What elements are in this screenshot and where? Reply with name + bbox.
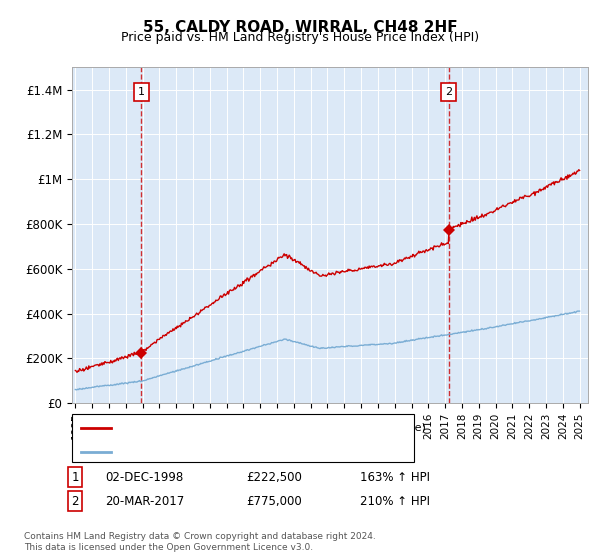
Text: 1: 1 — [138, 87, 145, 97]
Text: 1: 1 — [71, 470, 79, 484]
Text: £775,000: £775,000 — [246, 494, 302, 508]
Text: 20-MAR-2017: 20-MAR-2017 — [105, 494, 184, 508]
Text: 210% ↑ HPI: 210% ↑ HPI — [360, 494, 430, 508]
Text: Price paid vs. HM Land Registry's House Price Index (HPI): Price paid vs. HM Land Registry's House … — [121, 31, 479, 44]
Text: £222,500: £222,500 — [246, 470, 302, 484]
Text: 2: 2 — [71, 494, 79, 508]
Text: Contains HM Land Registry data © Crown copyright and database right 2024.
This d: Contains HM Land Registry data © Crown c… — [24, 532, 376, 552]
Text: 2: 2 — [445, 87, 452, 97]
Text: 02-DEC-1998: 02-DEC-1998 — [105, 470, 183, 484]
Text: 163% ↑ HPI: 163% ↑ HPI — [360, 470, 430, 484]
Text: 55, CALDY ROAD, WIRRAL, CH48 2HF: 55, CALDY ROAD, WIRRAL, CH48 2HF — [143, 20, 457, 35]
Text: 55, CALDY ROAD, WIRRAL, CH48 2HF (detached house): 55, CALDY ROAD, WIRRAL, CH48 2HF (detach… — [118, 423, 426, 433]
Text: HPI: Average price, detached house, Wirral: HPI: Average price, detached house, Wirr… — [118, 446, 358, 456]
